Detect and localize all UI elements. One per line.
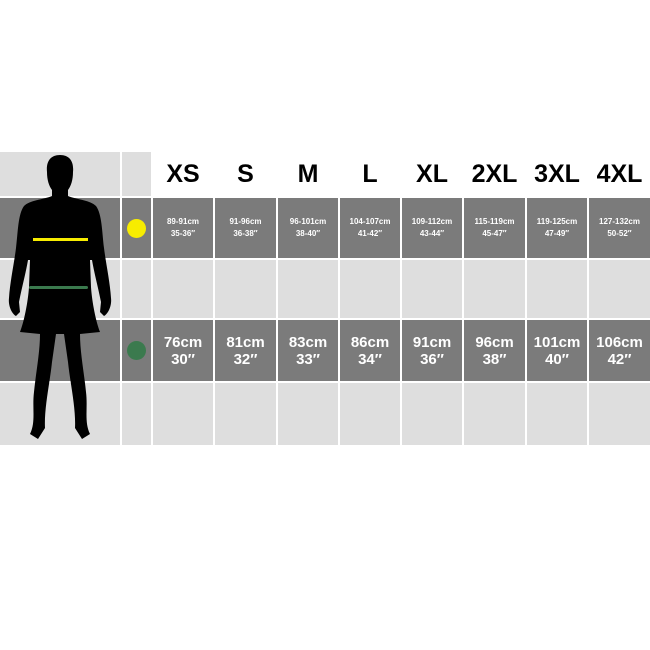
waist-cm: 106cm xyxy=(596,333,643,351)
chest-cm: 119-125cm xyxy=(536,217,578,226)
size-header: XS xyxy=(153,152,213,196)
chest-cm: 115-119cm xyxy=(474,217,515,226)
waist-inches: 34″ xyxy=(358,350,382,368)
size-label: S xyxy=(237,159,254,188)
chest-cell: 91-96cm 36-38″ xyxy=(215,198,276,258)
size-label: 4XL xyxy=(596,159,643,188)
waist-inches: 33″ xyxy=(296,350,320,368)
chart-cell xyxy=(527,383,587,445)
chest-cm: 127-132cm xyxy=(599,217,640,226)
chart-cell xyxy=(340,260,400,318)
chart-cell xyxy=(122,383,151,445)
waist-cm: 76cm xyxy=(163,333,203,351)
chart-cell xyxy=(215,260,276,318)
chart-cell xyxy=(589,260,650,318)
waist-cm: 81cm xyxy=(226,333,265,351)
waist-line xyxy=(29,286,88,289)
size-label: XL xyxy=(416,159,448,188)
waist-inches: 32″ xyxy=(233,350,258,368)
chart-cell xyxy=(153,260,213,318)
waist-cell: 83cm 33″ xyxy=(278,320,338,381)
waist-cm: 101cm xyxy=(533,333,581,351)
chart-cell xyxy=(527,260,587,318)
chart-cell xyxy=(402,383,462,445)
chest-cm: 89-91cm xyxy=(166,217,200,226)
chest-cm: 104-107cm xyxy=(349,217,391,226)
chest-cell: 109-112cm 43-44″ xyxy=(402,198,462,258)
chart-cell xyxy=(278,260,338,318)
size-chart: XS S M L XL 2XL 3XL 4XL 89-91cm 35-36″ 91-96cm 36-3… xyxy=(0,152,650,445)
chest-marker-icon xyxy=(127,218,146,238)
chart-cell xyxy=(278,383,338,445)
chest-cell: 119-125cm 47-49″ xyxy=(527,198,587,258)
size-header: XL xyxy=(402,152,462,196)
chest-cell: 96-101cm 38-40″ xyxy=(278,198,338,258)
size-label: XS xyxy=(166,159,200,188)
chart-cell xyxy=(215,383,276,445)
chest-inches: 41-42″ xyxy=(357,229,383,238)
chart-cell xyxy=(122,152,151,196)
size-header: S xyxy=(215,152,276,196)
chart-cell xyxy=(0,383,120,445)
chart-cell xyxy=(122,198,151,258)
chest-inches: 47-49″ xyxy=(544,229,570,238)
chest-cell: 89-91cm 35-36″ xyxy=(153,198,213,258)
waist-cm: 96cm xyxy=(475,333,514,351)
waist-cell: 96cm 38″ xyxy=(464,320,525,381)
waist-cell: 101cm 40″ xyxy=(527,320,587,381)
chart-cell xyxy=(153,383,213,445)
chest-cm: 91-96cm xyxy=(229,217,262,226)
chest-inches: 50-52″ xyxy=(607,229,632,238)
chart-cell xyxy=(402,260,462,318)
chest-line xyxy=(33,238,88,241)
chest-inches: 36-38″ xyxy=(233,229,258,238)
chest-cell: 104-107cm 41-42″ xyxy=(340,198,400,258)
waist-cell: 106cm 42″ xyxy=(589,320,650,381)
chest-cm: 109-112cm xyxy=(411,217,453,226)
waist-cm: 83cm xyxy=(288,333,328,351)
size-label: 2XL xyxy=(471,159,518,188)
waist-cm: 91cm xyxy=(412,333,452,351)
size-header: 4XL xyxy=(589,152,650,196)
chest-inches: 35-36″ xyxy=(170,229,196,238)
size-label: M xyxy=(297,159,319,188)
size-header: 3XL xyxy=(527,152,587,196)
waist-cell: 76cm 30″ xyxy=(153,320,213,381)
size-header: M xyxy=(278,152,338,196)
chest-inches: 38-40″ xyxy=(295,229,321,238)
chart-cell xyxy=(340,383,400,445)
chart-cell xyxy=(589,383,650,445)
waist-inches: 30″ xyxy=(171,350,195,368)
chart-cell xyxy=(464,383,525,445)
waist-marker-icon xyxy=(127,341,146,360)
size-header: L xyxy=(340,152,400,196)
chest-inches: 45-47″ xyxy=(482,229,507,238)
chest-inches: 43-44″ xyxy=(419,229,445,238)
waist-cell: 86cm 34″ xyxy=(340,320,400,381)
waist-inches: 42″ xyxy=(607,350,632,368)
size-label: 3XL xyxy=(534,159,580,188)
waist-inches: 40″ xyxy=(545,350,569,368)
chart-cell xyxy=(122,320,151,381)
body-silhouette-icon xyxy=(8,155,112,439)
size-header: 2XL xyxy=(464,152,525,196)
chart-cell xyxy=(464,260,525,318)
chest-cell: 127-132cm 50-52″ xyxy=(589,198,650,258)
chart-cell xyxy=(122,260,151,318)
size-label: L xyxy=(362,159,378,188)
waist-inches: 36″ xyxy=(420,350,444,368)
chest-cm: 96-101cm xyxy=(289,217,327,226)
chest-cell: 115-119cm 45-47″ xyxy=(464,198,525,258)
waist-cm: 86cm xyxy=(350,333,390,351)
waist-inches: 38″ xyxy=(482,350,507,368)
waist-cell: 81cm 32″ xyxy=(215,320,276,381)
waist-cell: 91cm 36″ xyxy=(402,320,462,381)
